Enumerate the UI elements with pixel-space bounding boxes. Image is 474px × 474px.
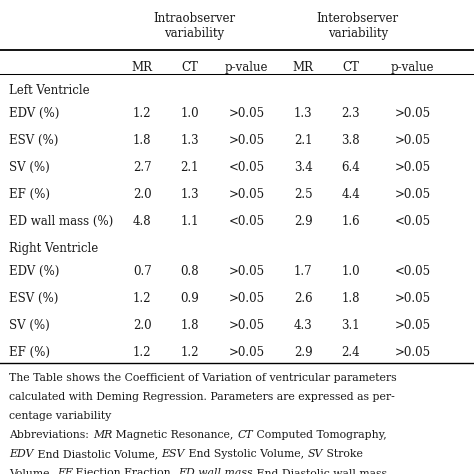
Text: 1.3: 1.3	[180, 134, 199, 147]
Text: Stroke: Stroke	[323, 449, 363, 459]
Text: End Systolic Volume,: End Systolic Volume,	[185, 449, 308, 459]
Text: EDV (%): EDV (%)	[9, 265, 60, 278]
Text: 2.0: 2.0	[133, 319, 152, 332]
Text: MR: MR	[132, 61, 153, 73]
Text: 3.1: 3.1	[341, 319, 360, 332]
Text: 0.9: 0.9	[180, 292, 199, 305]
Text: <0.05: <0.05	[228, 161, 264, 174]
Text: Intraobserver
variability: Intraobserver variability	[153, 12, 236, 40]
Text: 3.4: 3.4	[294, 161, 313, 174]
Text: 2.0: 2.0	[133, 188, 152, 201]
Text: 1.3: 1.3	[180, 188, 199, 201]
Text: >0.05: >0.05	[228, 134, 264, 147]
Text: 1.2: 1.2	[133, 346, 152, 359]
Text: 1.0: 1.0	[341, 265, 360, 278]
Text: >0.05: >0.05	[394, 188, 430, 201]
Text: SV (%): SV (%)	[9, 161, 50, 174]
Text: Volume,: Volume,	[9, 468, 57, 474]
Text: 1.8: 1.8	[341, 292, 360, 305]
Text: >0.05: >0.05	[394, 107, 430, 120]
Text: 2.6: 2.6	[294, 292, 313, 305]
Text: 1.7: 1.7	[294, 265, 313, 278]
Text: >0.05: >0.05	[228, 188, 264, 201]
Text: Ejection Fraction,: Ejection Fraction,	[73, 468, 178, 474]
Text: ESV (%): ESV (%)	[9, 292, 59, 305]
Text: 1.8: 1.8	[133, 134, 152, 147]
Text: Left Ventricle: Left Ventricle	[9, 84, 90, 97]
Text: 4.8: 4.8	[133, 215, 152, 228]
Text: The Table shows the Coefficient of Variation of ventricular parameters: The Table shows the Coefficient of Varia…	[9, 373, 397, 383]
Text: MR: MR	[293, 61, 314, 73]
Text: <0.05: <0.05	[394, 265, 430, 278]
Text: 2.1: 2.1	[294, 134, 313, 147]
Text: Magnetic Resonance,: Magnetic Resonance,	[112, 430, 237, 440]
Text: 1.3: 1.3	[294, 107, 313, 120]
Text: 1.6: 1.6	[341, 215, 360, 228]
Text: centage variability: centage variability	[9, 411, 112, 421]
Text: 0.7: 0.7	[133, 265, 152, 278]
Text: 1.2: 1.2	[133, 292, 152, 305]
Text: EF (%): EF (%)	[9, 188, 50, 201]
Text: 1.1: 1.1	[180, 215, 199, 228]
Text: p-value: p-value	[391, 61, 434, 73]
Text: 2.3: 2.3	[341, 107, 360, 120]
Text: Abbreviations:: Abbreviations:	[9, 430, 93, 440]
Text: calculated with Deming Regression. Parameters are expressed as per-: calculated with Deming Regression. Param…	[9, 392, 395, 402]
Text: 1.0: 1.0	[180, 107, 199, 120]
Text: <0.05: <0.05	[394, 215, 430, 228]
Text: End Diastolic wall mass,: End Diastolic wall mass,	[253, 468, 390, 474]
Text: CT: CT	[342, 61, 359, 73]
Text: SV (%): SV (%)	[9, 319, 50, 332]
Text: 3.8: 3.8	[341, 134, 360, 147]
Text: >0.05: >0.05	[228, 319, 264, 332]
Text: MR: MR	[93, 430, 112, 440]
Text: CT: CT	[181, 61, 198, 73]
Text: Interobserver
variability: Interobserver variability	[317, 12, 399, 40]
Text: Computed Tomography,: Computed Tomography,	[253, 430, 386, 440]
Text: EDV (%): EDV (%)	[9, 107, 60, 120]
Text: CT: CT	[237, 430, 253, 440]
Text: 1.2: 1.2	[180, 346, 199, 359]
Text: 6.4: 6.4	[341, 161, 360, 174]
Text: 1.8: 1.8	[180, 319, 199, 332]
Text: Right Ventricle: Right Ventricle	[9, 242, 99, 255]
Text: p-value: p-value	[225, 61, 268, 73]
Text: 2.9: 2.9	[294, 215, 313, 228]
Text: >0.05: >0.05	[228, 292, 264, 305]
Text: 2.1: 2.1	[180, 161, 199, 174]
Text: EF (%): EF (%)	[9, 346, 50, 359]
Text: 4.4: 4.4	[341, 188, 360, 201]
Text: 2.9: 2.9	[294, 346, 313, 359]
Text: >0.05: >0.05	[394, 161, 430, 174]
Text: ED wall mass (%): ED wall mass (%)	[9, 215, 114, 228]
Text: >0.05: >0.05	[228, 265, 264, 278]
Text: 2.7: 2.7	[133, 161, 152, 174]
Text: >0.05: >0.05	[228, 107, 264, 120]
Text: 4.3: 4.3	[294, 319, 313, 332]
Text: >0.05: >0.05	[394, 292, 430, 305]
Text: ESV (%): ESV (%)	[9, 134, 59, 147]
Text: >0.05: >0.05	[394, 319, 430, 332]
Text: 2.5: 2.5	[294, 188, 313, 201]
Text: 1.2: 1.2	[133, 107, 152, 120]
Text: ED wall mass: ED wall mass	[178, 468, 253, 474]
Text: <0.05: <0.05	[228, 215, 264, 228]
Text: EF: EF	[57, 468, 73, 474]
Text: >0.05: >0.05	[394, 134, 430, 147]
Text: 0.8: 0.8	[180, 265, 199, 278]
Text: EDV: EDV	[9, 449, 34, 459]
Text: >0.05: >0.05	[228, 346, 264, 359]
Text: 2.4: 2.4	[341, 346, 360, 359]
Text: End Diastolic Volume,: End Diastolic Volume,	[34, 449, 162, 459]
Text: >0.05: >0.05	[394, 346, 430, 359]
Text: ESV: ESV	[162, 449, 185, 459]
Text: SV: SV	[308, 449, 323, 459]
